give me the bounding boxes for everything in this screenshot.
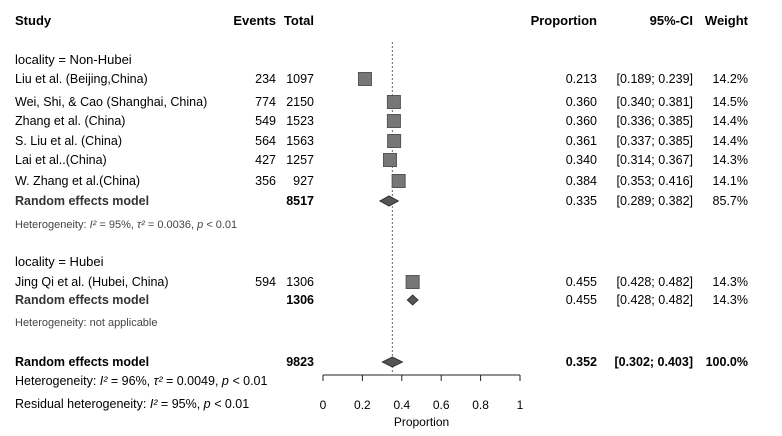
study-ci: [0.314; 0.367] [617, 153, 693, 167]
study-weight: 14.3% [713, 153, 748, 167]
study-ci: [0.428; 0.482] [617, 275, 693, 289]
x-tick-label: 0 [320, 398, 327, 412]
summary-proportion: 0.335 [566, 194, 597, 208]
x-tick-label: 1 [517, 398, 524, 412]
study-total: 1097 [286, 72, 314, 86]
study-weight: 14.4% [713, 114, 748, 128]
study-total: 927 [293, 174, 314, 188]
x-tick-label: 0.2 [354, 398, 371, 412]
study-proportion: 0.384 [566, 174, 597, 188]
study-proportion: 0.360 [566, 114, 597, 128]
header-ci: 95%-CI [650, 13, 693, 28]
header-weight: Weight [705, 13, 749, 28]
header-events: Events [233, 13, 276, 28]
study-total: 2150 [286, 95, 314, 109]
study-total: 1523 [286, 114, 314, 128]
study-ci: [0.336; 0.385] [617, 114, 693, 128]
x-tick-label: 0.4 [393, 398, 410, 412]
summary-ci: [0.302; 0.403] [614, 355, 693, 369]
study-square-marker [405, 275, 420, 289]
study-square-marker [382, 153, 397, 167]
study-total: 1306 [286, 275, 314, 289]
x-axis-label: Proportion [394, 415, 449, 429]
header-study: Study [15, 13, 52, 28]
study-ci: [0.337; 0.385] [617, 134, 693, 148]
overall-heterogeneity: Heterogeneity: I² = 96%, τ² = 0.0049, p … [15, 374, 268, 388]
header-proportion: Proportion [531, 13, 597, 28]
study-events: 594 [255, 275, 276, 289]
summary-diamond [381, 356, 404, 368]
group-heterogeneity: Heterogeneity: not applicable [15, 317, 157, 329]
study-ci: [0.353; 0.416] [617, 174, 693, 188]
study-proportion: 0.455 [566, 275, 597, 289]
study-proportion: 0.361 [566, 134, 597, 148]
study-square-marker [391, 174, 406, 188]
study-events: 564 [255, 134, 276, 148]
summary-total: 9823 [286, 355, 314, 369]
study-total: 1563 [286, 134, 314, 148]
study-square-marker [386, 95, 401, 109]
study-square-marker [387, 134, 402, 148]
group-label: locality = Non-Hubei [15, 52, 132, 67]
summary-label: Random effects model [15, 355, 149, 369]
summary-ci: [0.428; 0.482] [617, 293, 693, 307]
summary-proportion: 0.352 [566, 355, 597, 369]
summary-weight: 85.7% [713, 194, 748, 208]
study-name: Liu et al. (Beijing,China) [15, 72, 148, 86]
study-total: 1257 [286, 153, 314, 167]
x-tick-label: 0.8 [472, 398, 489, 412]
summary-label: Random effects model [15, 194, 149, 208]
study-weight: 14.3% [713, 275, 748, 289]
summary-total: 1306 [286, 293, 314, 307]
study-weight: 14.4% [713, 134, 748, 148]
study-square-marker [386, 114, 401, 128]
study-proportion: 0.213 [566, 72, 597, 86]
study-events: 427 [255, 153, 276, 167]
summary-label: Random effects model [15, 293, 149, 307]
study-name: Lai et al..(China) [15, 153, 107, 167]
study-events: 549 [255, 114, 276, 128]
summary-weight: 14.3% [713, 293, 748, 307]
study-name: Jing Qi et al. (Hubei, China) [15, 275, 169, 289]
group-label: locality = Hubei [15, 254, 104, 269]
study-weight: 14.1% [713, 174, 748, 188]
study-square-marker [357, 72, 372, 86]
study-name: Wei, Shi, & Cao (Shanghai, China) [15, 95, 207, 109]
study-name: Zhang et al. (China) [15, 114, 125, 128]
header-total: Total [284, 13, 314, 28]
study-weight: 14.5% [713, 95, 748, 109]
study-ci: [0.189; 0.239] [617, 72, 693, 86]
summary-total: 8517 [286, 194, 314, 208]
study-name: S. Liu et al. (China) [15, 134, 122, 148]
study-events: 234 [255, 72, 276, 86]
summary-diamond [406, 294, 419, 306]
study-name: W. Zhang et al.(China) [15, 174, 140, 188]
summary-ci: [0.289; 0.382] [617, 194, 693, 208]
summary-weight: 100.0% [706, 355, 748, 369]
x-tick-label: 0.6 [433, 398, 450, 412]
study-weight: 14.2% [713, 72, 748, 86]
summary-diamond [378, 195, 400, 207]
residual-heterogeneity: Residual heterogeneity: I² = 95%, p < 0.… [15, 397, 249, 411]
study-proportion: 0.340 [566, 153, 597, 167]
study-events: 774 [255, 95, 276, 109]
group-heterogeneity: Heterogeneity: I² = 95%, τ² = 0.0036, p … [15, 219, 237, 231]
summary-proportion: 0.455 [566, 293, 597, 307]
study-events: 356 [255, 174, 276, 188]
study-ci: [0.340; 0.381] [617, 95, 693, 109]
study-proportion: 0.360 [566, 95, 597, 109]
